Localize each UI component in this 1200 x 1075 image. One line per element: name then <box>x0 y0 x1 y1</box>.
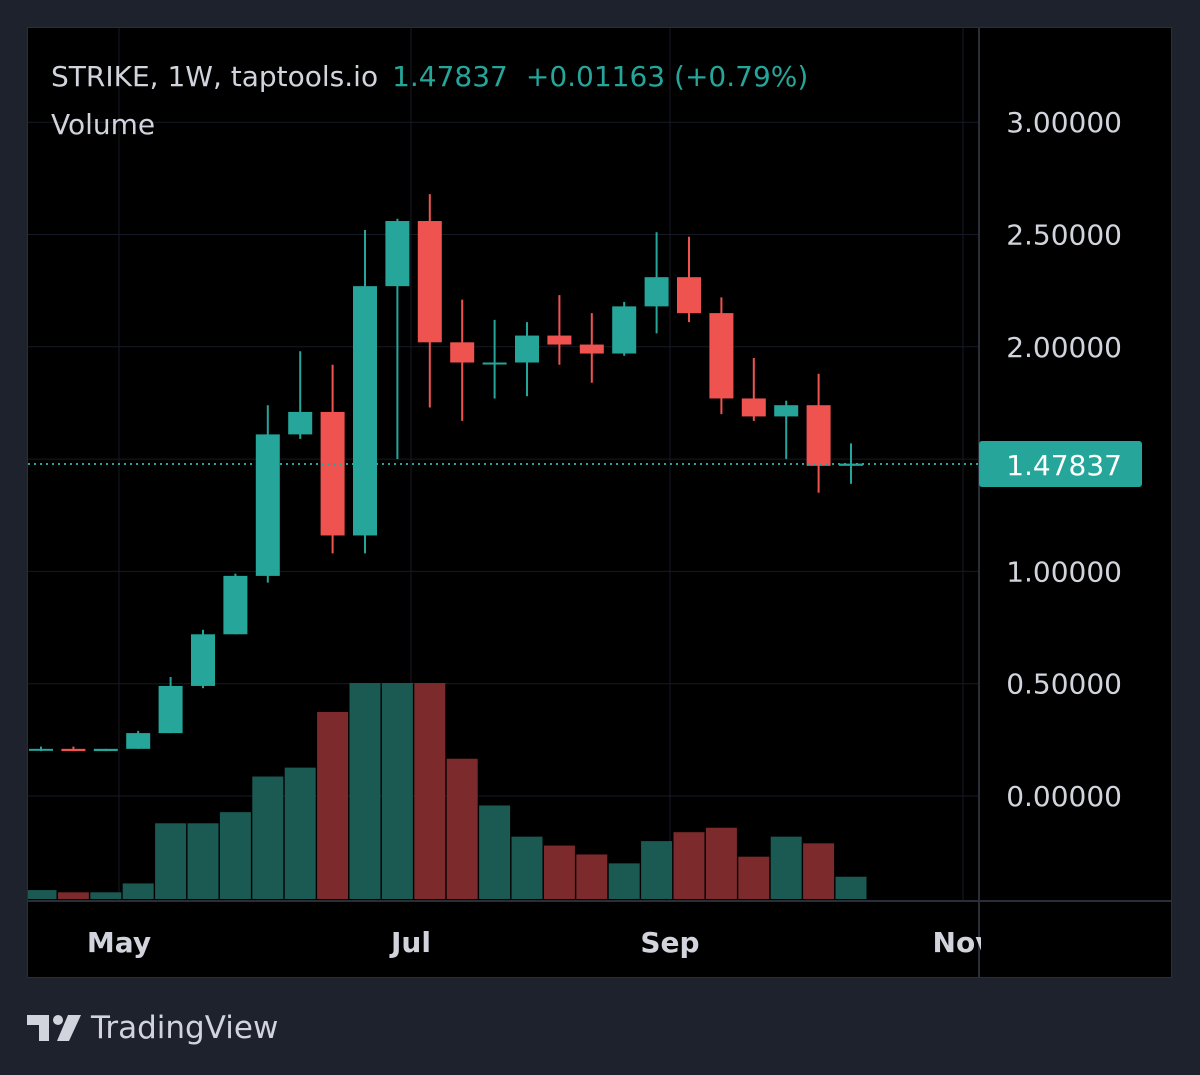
volume-bar <box>576 854 608 899</box>
candle-body[interactable] <box>417 221 442 343</box>
candle-body[interactable] <box>320 411 345 536</box>
volume-bar <box>543 845 575 899</box>
volume-bar <box>155 823 187 899</box>
current-price-tag-label: 1.47837 <box>1006 449 1122 482</box>
price-change: +0.01163 (+0.79%) <box>525 60 809 93</box>
candle-body[interactable] <box>93 748 118 752</box>
price-tick-label: 3.00000 <box>1006 106 1122 139</box>
volume-bar <box>349 683 381 899</box>
volume-bar <box>187 823 219 899</box>
candle-body[interactable] <box>709 313 734 399</box>
candle-body[interactable] <box>385 221 410 287</box>
current-price-tag <box>979 440 1142 487</box>
symbol-info[interactable]: STRIKE, 1W, taptools.io <box>51 60 379 93</box>
tradingview-logo-icon <box>27 1015 81 1041</box>
candle-body[interactable] <box>806 405 831 466</box>
volume-bar <box>608 863 640 899</box>
volume-bar <box>317 711 349 899</box>
candle-body[interactable] <box>579 344 604 354</box>
volume-bar <box>90 892 122 899</box>
candle-body[interactable] <box>288 411 313 435</box>
tradingview-brand: TradingView <box>91 1010 279 1046</box>
candle-body[interactable] <box>191 634 215 686</box>
candle-body[interactable] <box>482 362 507 365</box>
candle-body[interactable] <box>61 748 86 752</box>
candle-body[interactable] <box>774 405 799 417</box>
candle-body[interactable] <box>29 748 53 751</box>
volume-bar <box>479 805 511 899</box>
candle-body[interactable] <box>677 277 701 314</box>
candle-body[interactable] <box>158 685 183 734</box>
candle-body[interactable] <box>255 434 280 576</box>
candle-body[interactable] <box>741 398 766 417</box>
candle-body[interactable] <box>223 575 248 635</box>
candle-body[interactable] <box>515 335 539 363</box>
price-tick-label: 1.00000 <box>1006 555 1122 588</box>
chart-legend: STRIKE, 1W, taptools.io 1.47837 +0.01163 (… <box>51 60 808 93</box>
chart-canvas[interactable]: 3.00000 2.50000 2.00000 1.00000 0.50000 0.000… <box>28 28 1171 977</box>
volume-indicator-label[interactable]: Volume <box>51 108 156 141</box>
volume-bar <box>414 683 446 899</box>
volume-bar <box>641 841 673 899</box>
volume-bar <box>446 758 478 899</box>
volume-bar <box>770 836 802 899</box>
price-tick-label: 0.00000 <box>1006 780 1122 813</box>
time-tick-label: May <box>87 926 151 959</box>
volume-bar <box>219 812 251 899</box>
candle-body[interactable] <box>450 342 475 363</box>
price-tick-label: 2.00000 <box>1006 331 1122 364</box>
volume-bar <box>252 776 284 899</box>
tradingview-footer[interactable]: TradingView <box>27 1006 278 1050</box>
candle-body[interactable] <box>612 306 637 354</box>
volume-bar <box>122 883 154 899</box>
price-tick-label: 2.50000 <box>1006 219 1122 252</box>
candle-body[interactable] <box>126 733 151 749</box>
volume-bar <box>803 843 835 899</box>
time-axis-right-mask <box>981 904 1171 976</box>
chart-frame[interactable]: 3.00000 2.50000 2.00000 1.00000 0.50000 0.000… <box>27 27 1172 978</box>
volume-bar <box>381 683 413 899</box>
volume-bar <box>57 892 89 899</box>
candle-body[interactable] <box>353 286 377 536</box>
volume-bar <box>673 832 705 899</box>
candle-body[interactable] <box>547 335 572 345</box>
last-price: 1.47837 <box>392 60 508 93</box>
price-tick-label: 0.50000 <box>1006 668 1122 701</box>
volume-bar <box>511 836 543 899</box>
time-tick-label: Sep <box>640 926 699 959</box>
time-tick-label: Jul <box>389 926 431 959</box>
candle-body[interactable] <box>644 277 669 307</box>
volume-bar <box>28 890 57 899</box>
volume-bar <box>705 827 737 899</box>
volume-bar <box>835 876 867 899</box>
volume-bar <box>738 856 770 899</box>
volume-bar <box>284 767 316 899</box>
